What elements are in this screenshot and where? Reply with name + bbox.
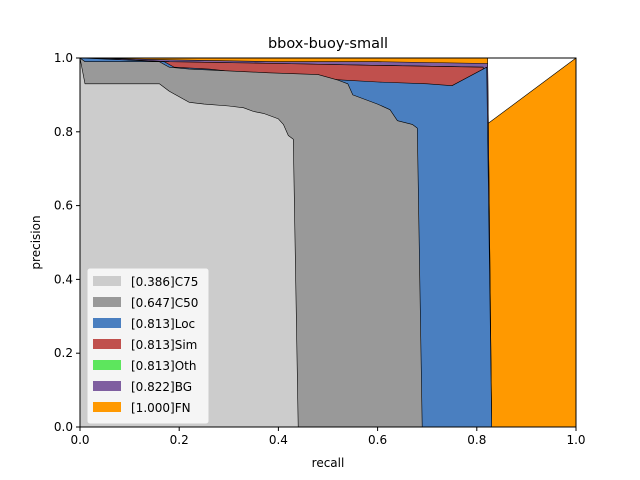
y-tick-label: 0.4: [54, 272, 73, 286]
legend-swatch: [93, 339, 121, 349]
legend-label: [0.647]C50: [131, 296, 198, 310]
x-tick-label: 1.0: [566, 433, 585, 447]
legend-label: [0.386]C75: [131, 275, 198, 289]
legend-swatch: [93, 360, 121, 370]
x-axis-ticks: 0.0 0.2 0.4 0.6 0.8 1.0: [70, 427, 586, 447]
legend-label: [0.813]Oth: [131, 359, 196, 373]
legend-label: [1.000]FN: [131, 401, 191, 415]
x-tick-label: 0.6: [368, 433, 387, 447]
y-axis-label: precision: [29, 215, 43, 269]
y-tick-label: 0.2: [54, 346, 73, 360]
legend-swatch: [93, 276, 121, 286]
y-axis-ticks: 0.0 0.2 0.4 0.6 0.8 1.0: [54, 51, 80, 434]
y-tick-label: 0.8: [54, 125, 73, 139]
x-tick-label: 0.0: [70, 433, 89, 447]
legend-swatch: [93, 297, 121, 307]
x-tick-label: 0.8: [467, 433, 486, 447]
chart-title: bbox-buoy-small: [268, 36, 388, 52]
x-axis-label: recall: [312, 456, 345, 470]
legend: [0.386]C75 [0.647]C50 [0.813]Loc [0.813]Sim…: [86, 267, 210, 425]
plot-frame: [79, 57, 577, 428]
x-tick-label: 0.2: [170, 433, 189, 447]
legend-label: [0.813]Loc: [131, 317, 195, 331]
legend-label: [0.813]Sim: [131, 338, 197, 352]
legend-swatch: [93, 402, 121, 412]
legend-swatch: [93, 318, 121, 328]
legend-label: [0.822]BG: [131, 380, 192, 394]
x-tick-label: 0.4: [269, 433, 288, 447]
y-tick-label: 1.0: [54, 51, 73, 65]
y-tick-label: 0.0: [54, 420, 73, 434]
legend-swatch: [93, 381, 121, 391]
y-tick-label: 0.6: [54, 199, 73, 213]
